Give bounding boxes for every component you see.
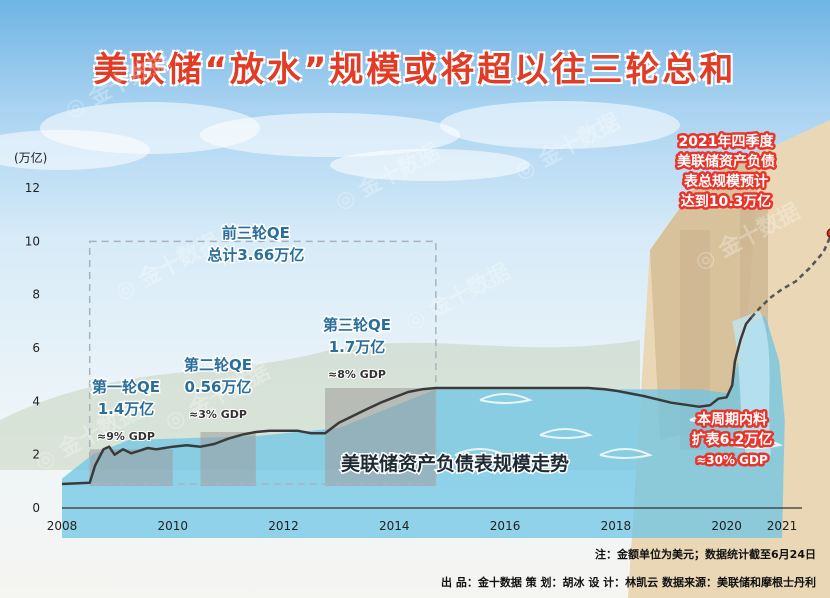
watermark-text: ◎ 金十数据 bbox=[401, 258, 515, 335]
waterfall bbox=[732, 310, 771, 455]
qe-round-box bbox=[89, 449, 173, 486]
qe-round-name: 第二轮QE bbox=[184, 356, 252, 374]
axes: 2008 2010 2012 2014 2016 2018 2020 2021 0 2 4 6 8 10 1… bbox=[14, 150, 802, 533]
y-axis-label: (万亿) bbox=[14, 150, 47, 165]
qe-round-amount: 1.4万亿 bbox=[98, 400, 155, 418]
balance-sheet-line bbox=[61, 316, 753, 486]
cloud-shape bbox=[0, 130, 150, 170]
x-tick-label: 2016 bbox=[490, 519, 521, 533]
y-tick-label: 2 bbox=[32, 448, 40, 462]
qe-round-gdp: ≈8% GDP bbox=[328, 368, 386, 381]
current-annotation-line: ≈30% GDP bbox=[696, 453, 768, 467]
credits: 出 品：金十数据 策 划：胡冰 设 计：林凯云 数据来源：美联储和摩根士丹利 bbox=[441, 576, 816, 589]
cloud-shape bbox=[440, 101, 680, 149]
labels: 第一轮QE 1.4万亿 ≈9% GDP 第二轮QE 0.56万亿 ≈3% GDP 第三轮QE… bbox=[91, 131, 778, 477]
y-tick-label: 8 bbox=[32, 288, 40, 302]
qe-round-gdp: ≈3% GDP bbox=[189, 408, 247, 421]
forecast-annotation-line: 美联储资产负债 bbox=[677, 153, 775, 170]
qe-bracket-box bbox=[88, 240, 437, 485]
forecast-annotation-line: 表总规模预计 bbox=[683, 173, 768, 190]
forecast-annotation-line: 达到10.3万亿 bbox=[681, 193, 772, 210]
water-ripple bbox=[729, 438, 783, 449]
qe-round-box bbox=[325, 388, 436, 486]
water-ripple bbox=[689, 413, 743, 424]
qe-round-amount: 0.56万亿 bbox=[184, 378, 251, 396]
page-title: 美联储“放水”规模或将超以往三轮总和 bbox=[93, 50, 737, 90]
water-ripple bbox=[454, 448, 508, 459]
y-tick-label: 12 bbox=[25, 181, 40, 195]
x-tick-label: 2012 bbox=[268, 519, 299, 533]
bracket-label-line1: 前三轮QE bbox=[222, 224, 290, 242]
current-annotation-line: 本周期内料 bbox=[697, 411, 767, 428]
series bbox=[61, 228, 830, 486]
y-tick-label: 10 bbox=[25, 234, 40, 248]
qe-round-box bbox=[200, 432, 256, 486]
y-tick-label: 0 bbox=[32, 501, 40, 515]
x-tick-label: 2010 bbox=[157, 519, 188, 533]
water-ripple bbox=[599, 448, 653, 459]
x-tick-label: 2021 bbox=[767, 519, 798, 533]
x-tick-label: 2020 bbox=[711, 519, 742, 533]
qe-round-amount: 1.7万亿 bbox=[329, 338, 386, 356]
qe-round-gdp: ≈9% GDP bbox=[97, 430, 155, 443]
bracket-label-line2: 总计3.66万亿 bbox=[207, 246, 304, 264]
forecast-point bbox=[826, 228, 830, 239]
qe-boxes bbox=[88, 240, 437, 486]
cloud-shape bbox=[200, 113, 460, 157]
water-ripple bbox=[479, 393, 533, 404]
footnote: 注：金额单位为美元；数据统计截至6月24日 bbox=[595, 548, 816, 561]
x-tick-label: 2008 bbox=[47, 519, 78, 533]
cloud-shape bbox=[330, 149, 530, 181]
qe-round-name: 第三轮QE bbox=[323, 316, 391, 334]
water-ripple bbox=[539, 428, 593, 439]
y-tick-label: 6 bbox=[32, 341, 40, 355]
forecast-annotation-line: 2021年四季度 bbox=[679, 133, 775, 150]
series-caption: 美联储资产负债表规模走势 bbox=[341, 452, 569, 475]
y-tick-label: 4 bbox=[32, 394, 40, 408]
x-tick-label: 2018 bbox=[601, 519, 632, 533]
projection-line bbox=[750, 234, 830, 319]
qe-round-name: 第一轮QE bbox=[92, 378, 160, 396]
watermark-text: ◎ 金十数据 bbox=[111, 228, 225, 305]
x-tick-label: 2014 bbox=[379, 519, 410, 533]
current-annotation-line: 扩表6.2万亿 bbox=[692, 431, 773, 448]
